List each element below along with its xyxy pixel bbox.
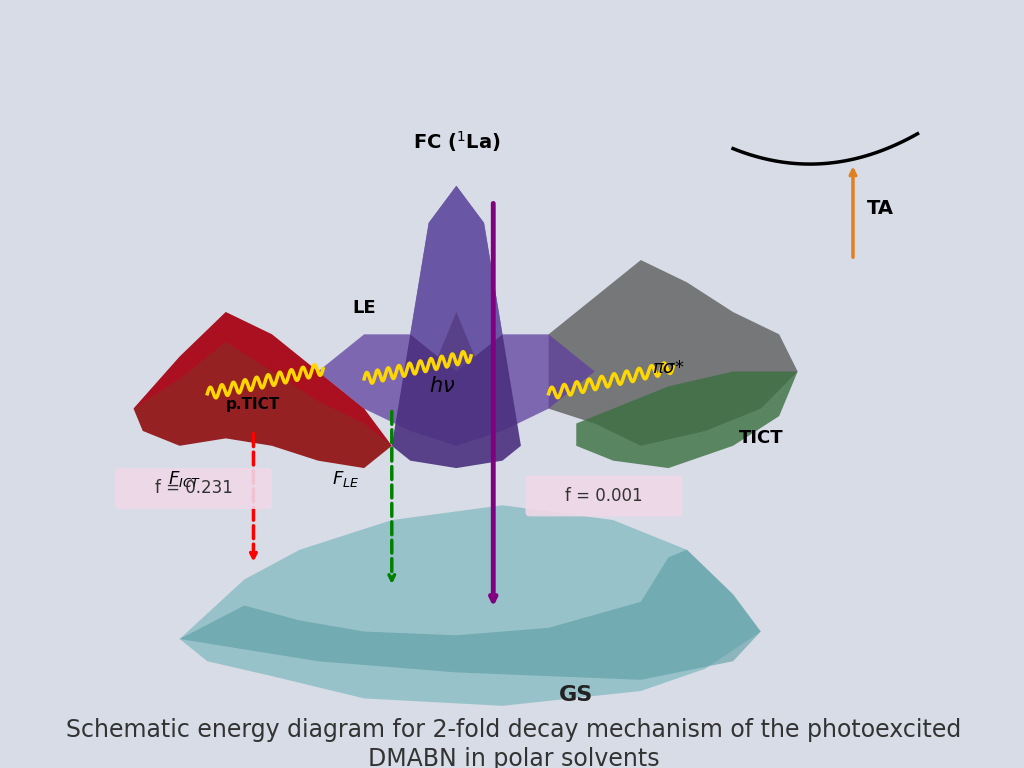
Polygon shape: [179, 550, 761, 680]
Text: Schematic energy diagram for 2-fold decay mechanism of the photoexcited: Schematic energy diagram for 2-fold deca…: [66, 717, 962, 742]
Text: $h\nu$: $h\nu$: [429, 376, 456, 396]
Polygon shape: [392, 186, 521, 468]
Text: TA: TA: [867, 199, 894, 217]
Text: FC ($^1$La): FC ($^1$La): [413, 129, 500, 154]
FancyBboxPatch shape: [115, 468, 272, 509]
Text: $\pi\sigma$*: $\pi\sigma$*: [652, 359, 685, 377]
Text: TICT: TICT: [738, 429, 783, 448]
Polygon shape: [549, 260, 798, 445]
Text: f = 0.231: f = 0.231: [155, 479, 232, 497]
FancyBboxPatch shape: [525, 475, 682, 516]
Text: p.TICT: p.TICT: [225, 397, 280, 412]
Polygon shape: [179, 505, 761, 706]
Polygon shape: [411, 186, 503, 356]
Text: DMABN in polar solvents: DMABN in polar solvents: [368, 747, 659, 768]
Text: $F_{LE}$: $F_{LE}$: [332, 469, 359, 489]
Polygon shape: [577, 372, 798, 468]
Text: f = 0.001: f = 0.001: [565, 487, 643, 505]
Polygon shape: [318, 334, 595, 445]
Polygon shape: [133, 312, 392, 468]
Text: GS: GS: [559, 685, 593, 705]
Text: $F_{ICT}$: $F_{ICT}$: [168, 469, 201, 489]
Text: LE: LE: [352, 300, 376, 317]
Polygon shape: [133, 312, 392, 445]
